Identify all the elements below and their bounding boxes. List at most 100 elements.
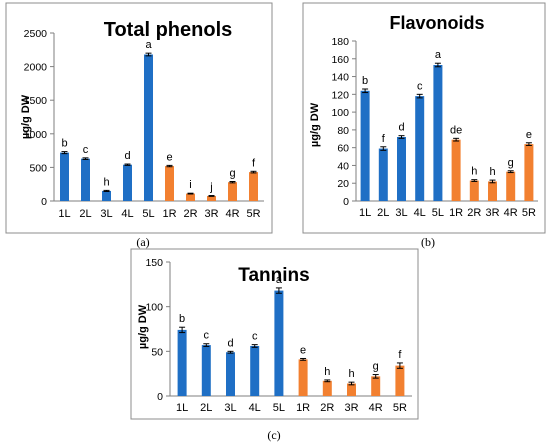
x-tick-label: 5L [142,208,154,220]
bar-4L [415,96,425,201]
y-tick-label: 100 [145,302,163,314]
y-tick-label: 0 [157,391,163,403]
x-tick-label: 5R [393,402,407,414]
y-tick-label: 140 [331,72,349,84]
bar-2R [469,180,479,201]
significance-letter: e [300,344,306,356]
bar-1R [298,359,308,396]
significance-letter: j [209,182,212,194]
significance-letter: b [179,313,185,325]
panel-label-b: (b) [421,235,435,249]
bar-5L [144,54,153,202]
chart-title: Tannins [238,265,309,286]
x-tick-label: 5L [273,402,285,414]
y-axis-label: µg/g DW [309,102,321,147]
significance-letter: h [348,368,354,380]
x-tick-label: 1L [58,208,70,220]
plot-area: 0 500 1000 1500 2000 2500 b 1L c 2L h 3L d 4L a 5L e 1R i 2… [24,28,264,220]
significance-letter: c [252,331,258,343]
plot-area: 0 50 100 150 b 1L c 2L d 3L c 4L a 5L e 1R h 2R h 3R g 4R f 5R [145,257,412,414]
x-tick-label: 2L [79,208,91,220]
x-tick-label: 1L [176,402,188,414]
y-tick-label: 100 [331,107,349,119]
x-tick-label: 2R [183,208,197,220]
bar-3R [488,181,497,201]
panel-label-a: (a) [136,235,149,249]
bar-5L [274,290,284,396]
x-tick-label: 1R [296,402,310,414]
significance-letter: h [489,166,495,178]
significance-letter: g [508,157,514,169]
bar-4R [371,376,381,396]
significance-letter: c [83,144,89,156]
bar-1R [165,166,174,201]
chart-flavonoids: Flavonoids µg/g DW 0 20 40 60 80 100 120 140 160… [302,2,546,234]
chart-tannins: Tannins µg/g DW 0 50 100 150 b 1L c 2L d 3L c 4L a 5L… [130,248,419,420]
y-tick-label: 2000 [24,62,48,74]
y-tick-label: 40 [337,160,349,172]
significance-letter: g [373,361,379,373]
y-tick-label: 160 [331,54,349,66]
significance-letter: f [398,349,402,361]
significance-letter: h [471,166,477,178]
y-tick-label: 1000 [24,129,48,141]
x-tick-label: 2L [377,207,389,219]
chart-title: Total phenols [104,19,233,41]
significance-letter: de [450,124,462,136]
significance-letter: f [252,157,256,169]
bar-1L [360,90,370,201]
y-tick-label: 60 [337,143,349,155]
x-tick-label: 2R [467,207,481,219]
x-tick-label: 4L [414,207,426,219]
y-tick-label: 20 [337,178,349,190]
chart-total-phenols: Total phenols µg/g DW 0 500 1000 1500 2000 25… [5,2,273,234]
bar-3R [207,195,216,201]
bar-5R [395,365,405,396]
bar-5R [249,172,258,201]
significance-letter: h [324,366,330,378]
bar-4R [228,182,237,201]
y-tick-label: 50 [151,346,163,358]
y-tick-label: 80 [337,125,349,137]
significance-letter: b [61,138,67,150]
significance-letter: a [276,274,283,286]
x-tick-label: 5L [432,207,444,219]
significance-letter: i [189,179,191,191]
x-tick-label: 3L [395,207,407,219]
significance-letter: e [166,151,172,163]
y-axis-label: µg/g DW [137,304,149,349]
bar-2L [378,148,388,201]
bar-2L [81,158,90,201]
y-tick-label: 180 [331,36,349,48]
x-tick-label: 5R [522,207,536,219]
significance-letter: c [417,80,423,92]
x-tick-label: 4L [121,208,133,220]
bar-4L [123,164,132,201]
x-tick-label: 1L [359,207,371,219]
x-tick-label: 5R [246,208,260,220]
bar-3L [226,352,235,396]
significance-letter: e [526,129,532,141]
significance-letter: h [103,176,109,188]
significance-letter: a [145,39,152,51]
x-tick-label: 3R [204,208,218,220]
panel-label-c: (c) [267,428,280,442]
bar-3L [102,190,111,201]
plot-area: 0 20 40 60 80 100 120 140 160 180 b 1L f 2L d 3L c 4L a 5L d… [331,36,538,219]
bar-5R [524,144,534,201]
chart-title: Flavonoids [389,13,484,33]
y-tick-label: 2500 [24,28,48,40]
significance-letter: d [227,337,233,349]
y-tick-label: 120 [331,89,349,101]
y-tick-label: 0 [343,196,349,208]
x-tick-label: 3L [224,402,236,414]
significance-letter: f [382,133,386,145]
bar-3L [397,137,406,201]
bar-2L [201,345,211,396]
x-tick-label: 4R [225,208,239,220]
y-tick-label: 500 [29,162,47,174]
x-tick-label: 2L [200,402,212,414]
x-tick-label: 4R [504,207,518,219]
bar-3R [347,383,356,396]
